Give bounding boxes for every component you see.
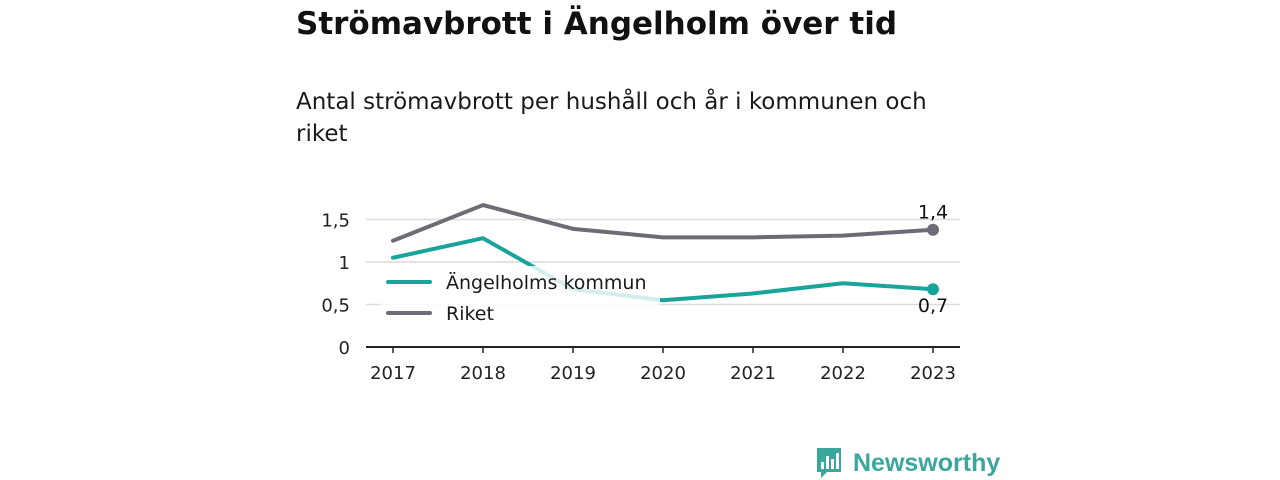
y-tick-label: 1: [339, 253, 350, 274]
legend-label: Riket: [446, 303, 494, 325]
legend: Ängelholms kommun Riket: [380, 266, 660, 328]
data-label: 0,7: [918, 295, 948, 317]
legend-label: Ängelholms kommun: [446, 271, 647, 294]
series-line: [391, 236, 935, 303]
chart-subtitle: Antal strömavbrott per hushåll och år i …: [296, 89, 927, 147]
y-tick-label: 1,5: [321, 211, 350, 232]
x-tick-label: 2017: [370, 363, 416, 384]
x-tick-label: 2023: [910, 363, 956, 384]
y-tick-label: 0: [339, 338, 350, 359]
end-point: [927, 283, 939, 296]
series-lines: [391, 203, 935, 303]
x-tick-label: 2018: [460, 363, 506, 384]
series-line: [391, 203, 935, 243]
newsworthy-logo-icon: [817, 448, 841, 478]
x-tick-label: 2020: [640, 363, 686, 384]
y-axis-ticks: 0 0,5 1 1,5: [321, 211, 350, 360]
x-axis: 2017 2018 2019 2020 2021 2022 2023: [366, 346, 960, 384]
legend-background: [380, 266, 660, 328]
x-tick-label: 2022: [820, 363, 866, 384]
data-label: 1,4: [918, 202, 948, 224]
end-markers: 0,7 1,4: [918, 202, 948, 318]
brand-name: Newsworthy: [853, 448, 1001, 477]
x-tick-label: 2021: [730, 363, 776, 384]
y-tick-label: 0,5: [321, 296, 350, 317]
brand-logo: Newsworthy: [815, 446, 1000, 480]
x-tick-label: 2019: [550, 363, 596, 384]
end-point: [927, 223, 939, 236]
chart-title: Strömavbrott i Ängelholm över tid: [296, 6, 898, 42]
